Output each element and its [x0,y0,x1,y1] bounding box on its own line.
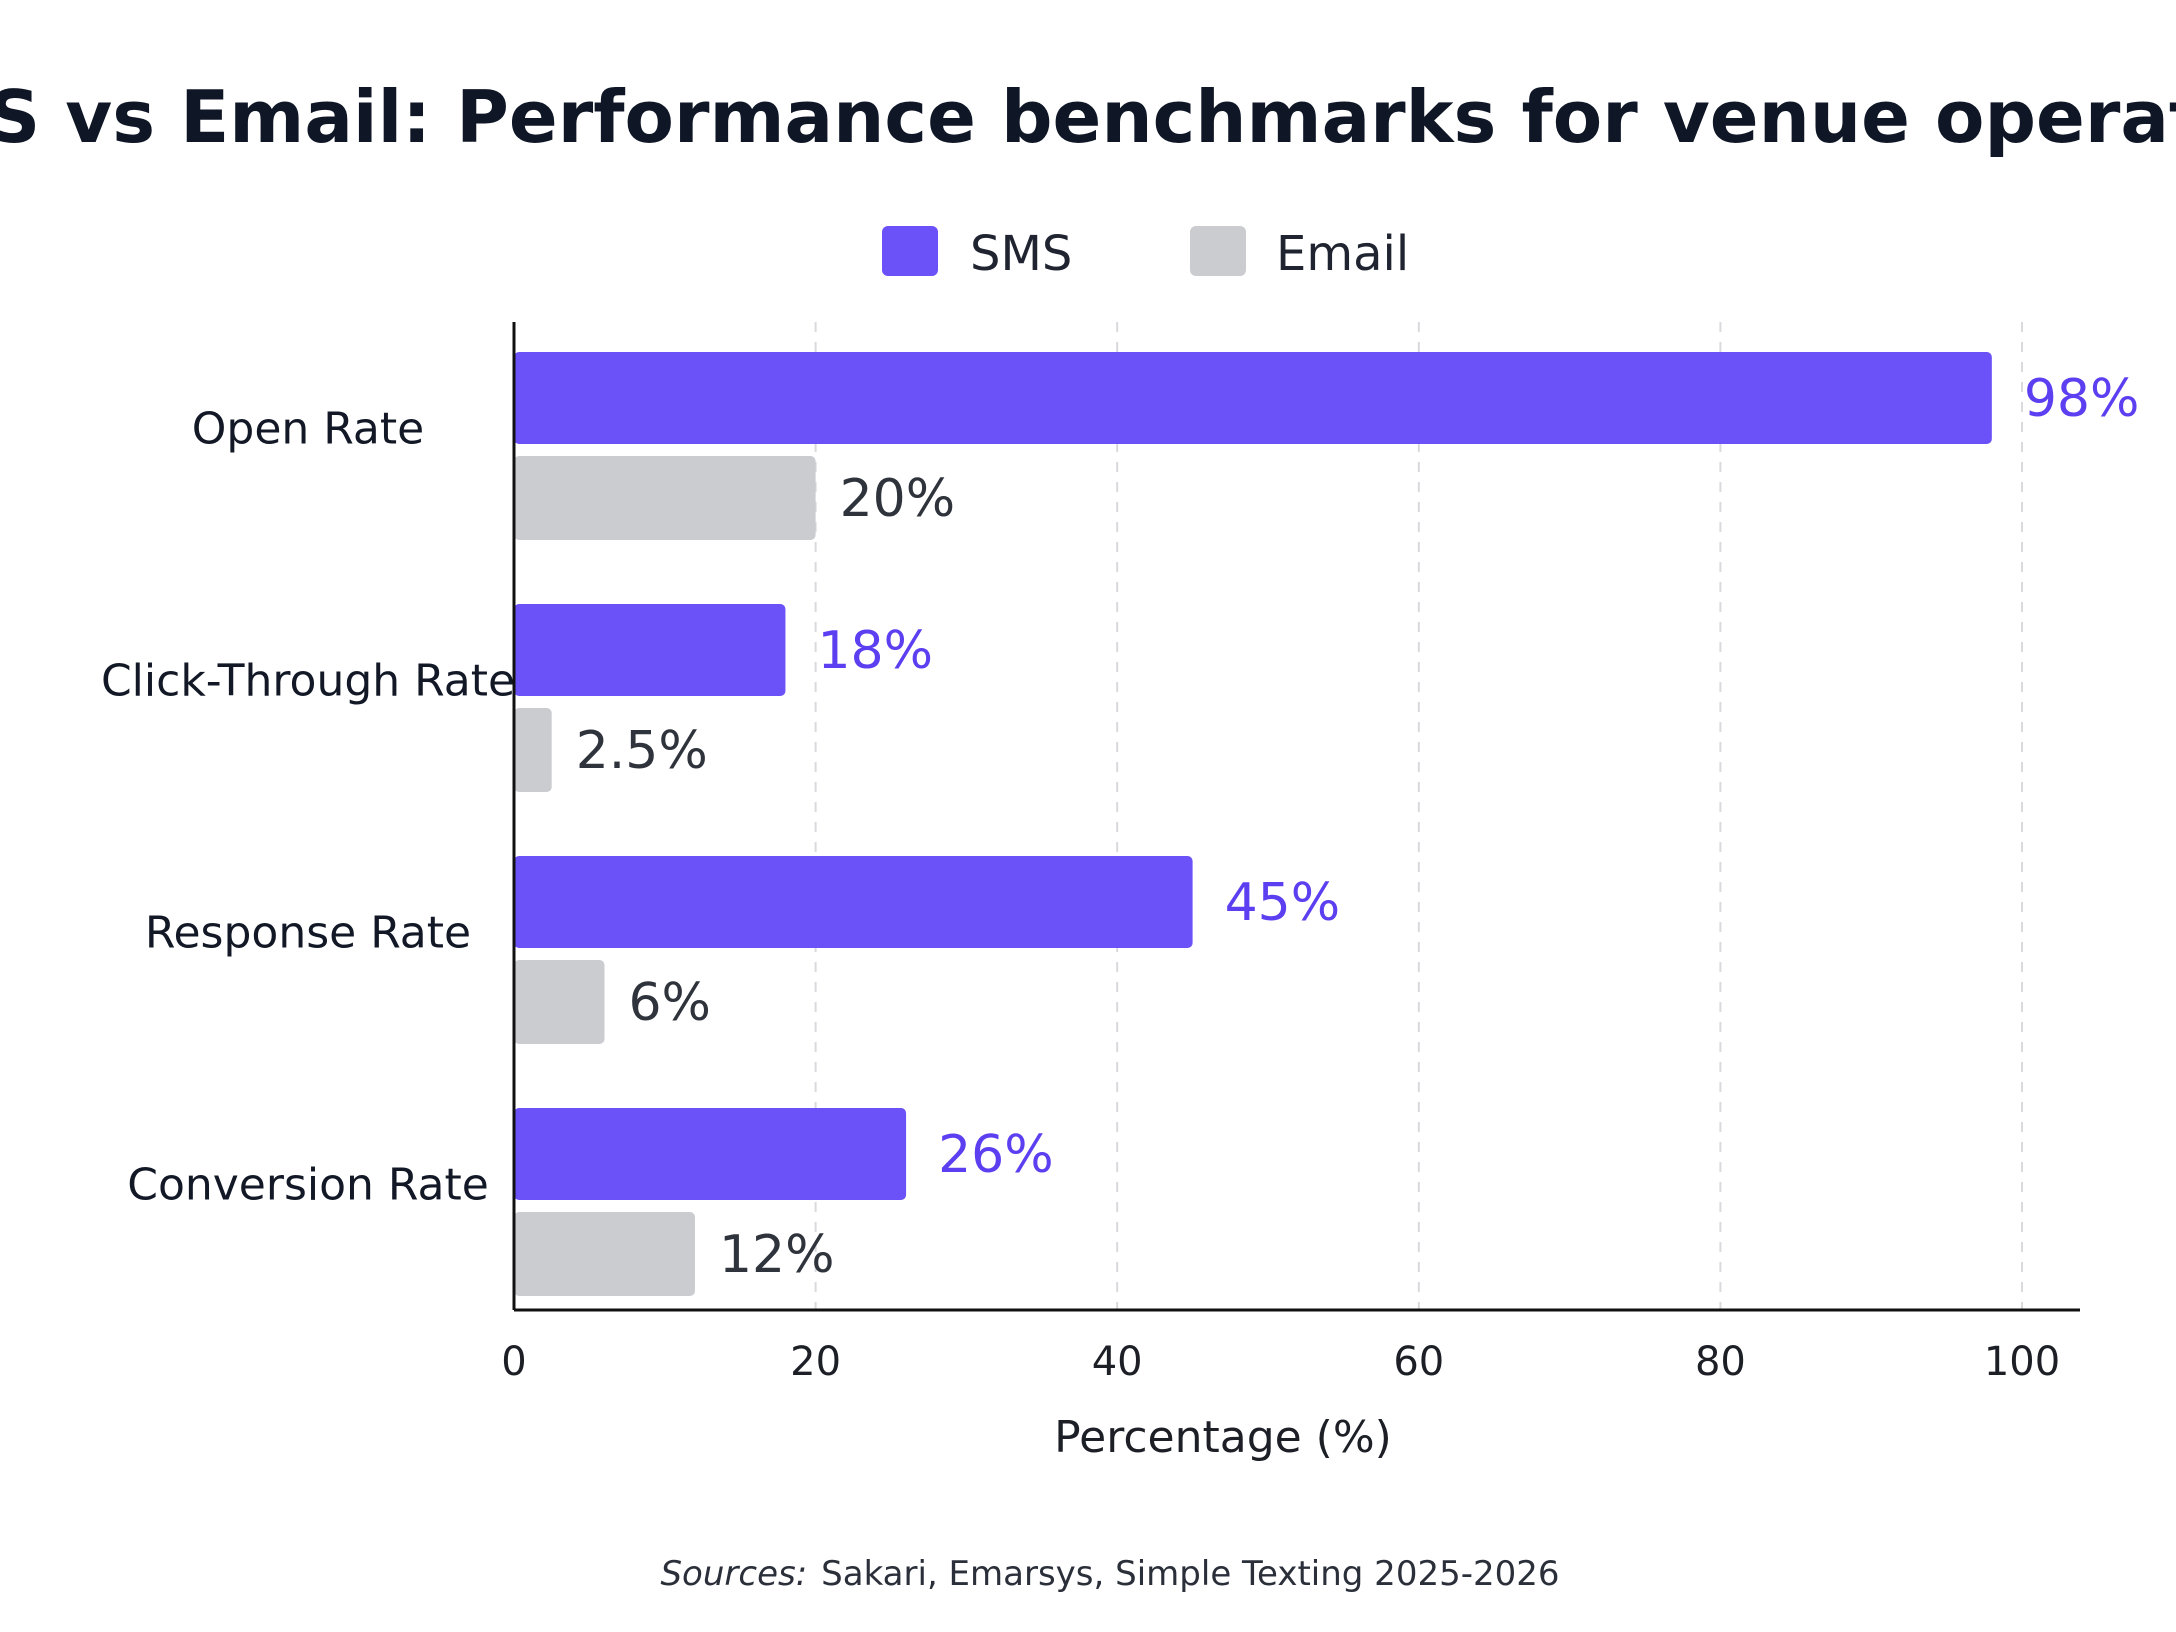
category-label-click-through-rate: Click-Through Rate [101,655,515,706]
legend-swatch-sms [882,226,938,276]
source-prefix: Sources: [660,1554,807,1594]
value-label-sms-open-rate: 98% [2024,369,2140,429]
x-tick-60: 60 [1393,1339,1444,1385]
chart-title: SMS vs Email: Performance benchmarks for… [0,75,2176,159]
bar-email-open-rate [514,456,816,540]
bar-email-click-through-rate [514,708,552,792]
bar-sms-click-through-rate [514,604,786,696]
value-label-email-conversion-rate: 12% [719,1225,835,1285]
x-tick-80: 80 [1695,1339,1746,1385]
legend: SMS Email [882,226,1409,282]
x-tick-100: 100 [1984,1339,2060,1385]
source-note: Sources: Sakari, Emarsys, Simple Texting … [660,1554,1559,1594]
source-text: Sakari, Emarsys, Simple Texting 2025-202… [821,1554,1559,1594]
x-tick-0: 0 [501,1339,526,1385]
bar-sms-response-rate [514,856,1193,948]
legend-label-email: Email [1276,226,1409,282]
x-tick-40: 40 [1092,1339,1143,1385]
category-label-response-rate: Response Rate [145,907,471,958]
bar-sms-open-rate [514,352,1992,444]
x-axis-label: Percentage (%) [1054,1412,1392,1463]
category-label-conversion-rate: Conversion Rate [127,1159,489,1210]
value-labels: 98% 20% 18% 2.5% 45% 6% 26% 12% [576,369,2140,1285]
value-label-email-click-through-rate: 2.5% [576,721,708,781]
x-tick-labels: 0 20 40 60 80 100 [501,1339,2060,1385]
bar-sms-conversion-rate [514,1108,907,1200]
legend-label-sms: SMS [970,226,1072,282]
value-label-sms-response-rate: 45% [1225,873,1341,933]
value-label-email-response-rate: 6% [628,973,711,1033]
category-labels: Open Rate Click-Through Rate Response Rate… [101,403,515,1210]
legend-swatch-email [1190,226,1246,276]
bar-email-response-rate [514,960,605,1044]
bars [514,352,1992,1296]
category-label-open-rate: Open Rate [192,403,424,454]
value-label-sms-conversion-rate: 26% [938,1125,1054,1185]
x-tick-20: 20 [790,1339,841,1385]
bar-email-conversion-rate [514,1212,695,1296]
value-label-email-open-rate: 20% [840,469,956,529]
value-label-sms-click-through-rate: 18% [817,621,933,681]
